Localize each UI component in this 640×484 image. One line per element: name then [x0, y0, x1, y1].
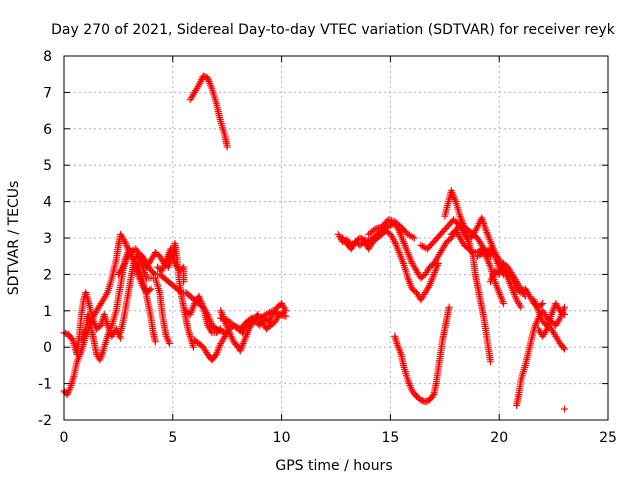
data-point: [68, 335, 76, 343]
data-point: [409, 233, 417, 241]
data-point: [189, 343, 197, 351]
data-point: [517, 303, 525, 311]
data-point: [223, 143, 231, 151]
data-point: [445, 303, 453, 311]
data-point: [559, 344, 567, 352]
data-point: [410, 234, 418, 242]
y-tick-label: -2: [38, 413, 52, 429]
y-tick-label: -1: [38, 377, 52, 393]
data-point: [215, 326, 223, 334]
data-point: [199, 72, 207, 80]
y-tick-label: 7: [43, 85, 52, 101]
data-point: [421, 398, 429, 406]
y-tick-label: 0: [43, 340, 52, 356]
data-point: [274, 310, 282, 318]
y-tick-label: 8: [43, 49, 52, 65]
y-tick-label: 1: [43, 304, 52, 320]
data-point: [176, 287, 184, 295]
data-point: [166, 340, 174, 348]
data-point: [560, 405, 568, 413]
data-point: [217, 325, 225, 333]
data-point: [500, 300, 508, 308]
data-point: [282, 312, 290, 320]
y-tick-label: 5: [43, 158, 52, 174]
x-tick-label: 10: [273, 430, 291, 446]
data-point: [423, 397, 431, 405]
data-point: [201, 73, 209, 81]
y-tick-label: 4: [43, 195, 52, 211]
data-point: [434, 259, 442, 267]
data-point: [559, 309, 567, 317]
y-tick-label: 3: [43, 231, 52, 247]
data-point: [560, 310, 568, 318]
data-point: [61, 329, 69, 337]
x-tick-label: 20: [490, 430, 508, 446]
x-tick-label: 15: [381, 430, 399, 446]
y-tick-label: 6: [43, 122, 52, 138]
x-tick-label: 0: [60, 430, 69, 446]
data-point: [356, 234, 364, 242]
data-point: [417, 396, 425, 404]
data-point: [537, 301, 545, 309]
y-tick-label: 2: [43, 267, 52, 283]
x-axis-label: GPS time / hours: [275, 458, 392, 474]
data-point: [151, 338, 159, 346]
x-tick-label: 25: [599, 430, 617, 446]
data-point: [521, 292, 529, 300]
data-point: [385, 222, 393, 230]
data-point: [486, 358, 494, 366]
y-axis-label: SDTVAR / TECUs: [6, 181, 22, 296]
data-point: [560, 303, 568, 311]
data-point: [429, 392, 437, 400]
data-point: [178, 264, 186, 272]
axes: 0 5 10 15 20 25 -2 -1 0 1 2 3 4 5 6 7 8: [38, 49, 617, 446]
data-point: [248, 315, 256, 323]
data-point: [539, 300, 547, 308]
data-point: [146, 286, 154, 294]
data-point: [468, 247, 476, 255]
data-point: [147, 285, 155, 293]
x-tick-label: 5: [168, 430, 177, 446]
grid-lines: [64, 56, 608, 420]
chart-title: Day 270 of 2021, Sidereal Day-to-day VTE…: [51, 22, 616, 38]
data-point: [560, 345, 568, 353]
data-points: [60, 72, 568, 413]
data-point: [150, 269, 158, 277]
data-point: [180, 278, 188, 286]
